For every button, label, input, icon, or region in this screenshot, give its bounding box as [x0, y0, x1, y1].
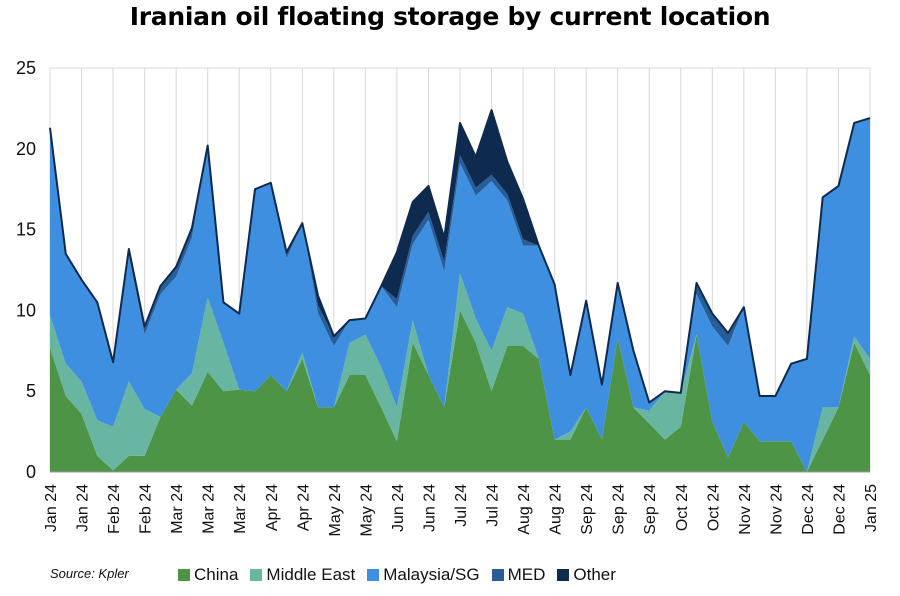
x-tick-label: Sep 24	[642, 484, 659, 535]
x-tick-label: Sep 24	[611, 484, 628, 535]
x-tick-label: Jan 24	[43, 484, 60, 532]
y-tick-label: 20	[16, 139, 36, 159]
x-tick-label: Nov 24	[737, 484, 754, 535]
legend-label: China	[194, 565, 239, 584]
area-malaysia-sg	[50, 118, 870, 472]
x-tick-label: Jul 24	[453, 484, 470, 527]
legend-label: Other	[573, 565, 616, 584]
legend-label: MED	[507, 565, 546, 584]
legend-swatch	[367, 569, 380, 581]
total-outline	[49, 109, 871, 404]
legend-item: China	[178, 565, 238, 585]
chart-legend: China Middle East Malaysia/SG MED Other	[178, 565, 616, 585]
legend-item: MED	[491, 565, 546, 585]
x-tick-label: Jul 24	[485, 484, 502, 527]
legend-label: Middle East	[266, 565, 356, 584]
y-tick-label: 5	[26, 381, 36, 401]
y-tick-label: 25	[16, 58, 36, 78]
source-note: Source: Kpler	[50, 566, 129, 581]
area-china	[50, 310, 870, 472]
x-tick-label: Apr 24	[295, 484, 312, 531]
x-tick-label: May 24	[358, 484, 375, 537]
y-tick-label: 15	[16, 220, 36, 240]
legend-swatch	[491, 569, 504, 581]
x-tick-label: Jan 25	[863, 484, 880, 532]
x-tick-label: Aug 24	[548, 484, 565, 535]
legend-item: Malaysia/SG	[367, 565, 480, 585]
x-tick-label: Oct 24	[674, 484, 691, 531]
legend-swatch	[250, 569, 263, 581]
legend-item: Middle East	[250, 565, 355, 585]
x-tick-label: Mar 24	[169, 484, 186, 534]
x-tick-label: Oct 24	[705, 484, 722, 531]
x-tick-label: May 24	[327, 484, 344, 537]
chart-title: Iranian oil floating storage by current …	[129, 2, 771, 31]
y-tick-label: 10	[16, 300, 36, 320]
x-tick-label: Feb 24	[106, 484, 123, 534]
legend-swatch	[557, 569, 570, 581]
x-tick-label: Apr 24	[264, 484, 281, 531]
x-tick-label: Dec 24	[800, 484, 817, 535]
x-tick-label: Sep 24	[579, 484, 596, 535]
x-tick-label: Jun 24	[421, 484, 438, 532]
x-tick-label: Nov 24	[768, 484, 785, 535]
area-middle-east	[50, 273, 870, 472]
x-tick-label: Mar 24	[232, 484, 249, 534]
x-tick-label: Mar 24	[201, 484, 218, 534]
x-tick-label: Aug 24	[516, 484, 533, 535]
x-tick-label: Dec 24	[831, 484, 848, 535]
x-tick-label: Jan 24	[75, 484, 92, 532]
legend-item: Other	[557, 565, 616, 585]
legend-label: Malaysia/SG	[383, 565, 480, 584]
y-tick-label: 0	[26, 462, 36, 482]
x-tick-label: Jun 24	[390, 484, 407, 532]
x-tick-label: Feb 24	[138, 484, 155, 534]
legend-swatch	[178, 569, 190, 581]
